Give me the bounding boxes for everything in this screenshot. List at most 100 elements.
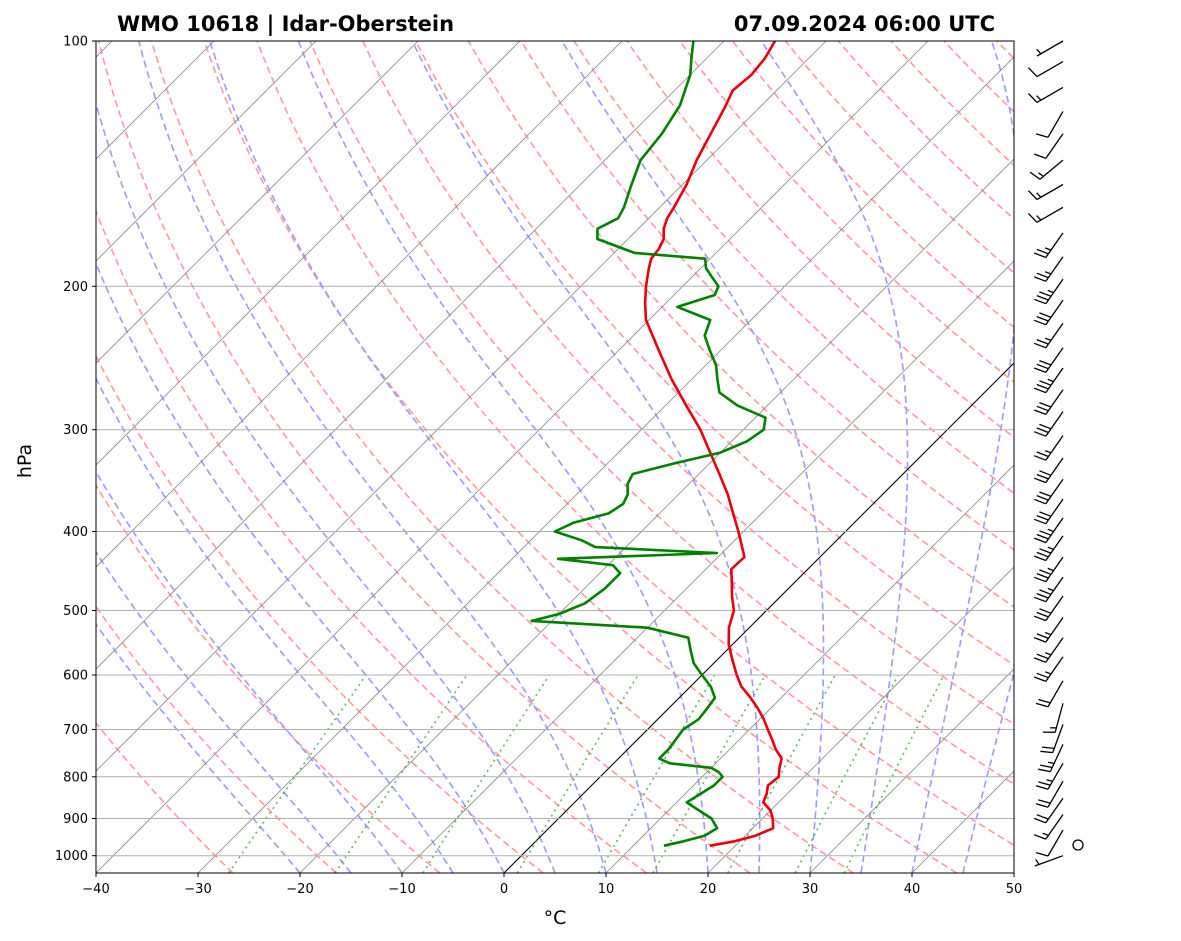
dry-adiabat	[626, 41, 1014, 439]
y-tick-label: 300	[63, 423, 88, 438]
isotherm	[809, 668, 1014, 873]
moist-adiabat	[96, 261, 505, 873]
wind-barb	[1033, 435, 1064, 461]
wind-barb	[1027, 86, 1064, 103]
wind-barb	[1033, 133, 1064, 160]
wind-barb	[1027, 183, 1064, 201]
wind-barb	[1033, 232, 1064, 259]
wind-barb	[1033, 411, 1064, 437]
wind-barb	[1042, 703, 1064, 733]
wind-barb	[1033, 535, 1064, 562]
dry-adiabat	[96, 209, 647, 873]
wind-barb	[1029, 159, 1064, 180]
moist-adiabat	[96, 376, 454, 873]
y-tick-label: 1000	[55, 849, 88, 864]
dry-adiabat	[203, 41, 958, 873]
pressure-gridlines	[96, 41, 1014, 857]
isotherm	[401, 260, 1014, 873]
wind-barb	[1033, 617, 1064, 643]
dry-adiabat	[467, 41, 1014, 608]
wind-barb	[1033, 322, 1064, 349]
x-tick-label: 40	[904, 882, 921, 897]
wind-barb	[1040, 724, 1064, 754]
dry-adiabat	[784, 41, 1014, 274]
x-tick-label: −30	[184, 882, 211, 897]
x-tick-label: −20	[286, 882, 313, 897]
isotherm	[96, 41, 521, 466]
wind-barb	[1033, 256, 1064, 282]
wind-barb	[1027, 61, 1064, 78]
x-axis-label: °C	[544, 907, 567, 929]
moist-adiabat	[411, 41, 761, 873]
title-station: WMO 10618 | Idar-Oberstein	[117, 12, 454, 37]
dry-adiabat	[256, 41, 1014, 847]
x-axis: −40 −30 −20 −10 0 10 20 30 40 50	[82, 873, 1022, 897]
plot-frame	[95, 40, 1015, 874]
wind-barb	[1033, 656, 1064, 683]
x-tick-label: 10	[598, 882, 615, 897]
y-tick-label: 200	[63, 280, 88, 295]
temperature-profile-line	[643, 41, 783, 847]
moist-adiabat	[96, 101, 556, 873]
background-lines	[96, 41, 1014, 873]
isotherm	[605, 464, 1014, 873]
mixing-ratio-line	[727, 674, 837, 873]
dewpoint-profile-line	[530, 41, 767, 847]
x-tick-label: −40	[82, 882, 109, 897]
sounding-profiles	[530, 41, 783, 847]
wind-barb	[1033, 637, 1064, 663]
y-tick-label: 900	[63, 812, 88, 827]
wind-barb	[1033, 389, 1064, 416]
zero-isotherm	[503, 362, 1014, 873]
isotherm	[299, 158, 1014, 873]
wind-barb	[1033, 347, 1064, 374]
y-tick-label: 800	[63, 770, 88, 785]
wind-barb	[1033, 556, 1064, 583]
isotherm	[707, 566, 1014, 873]
isotherm	[197, 56, 1014, 873]
wind-barb	[1038, 744, 1064, 773]
moist-adiabat	[138, 41, 607, 873]
x-tick-label: 30	[802, 882, 819, 897]
wind-barb	[1033, 517, 1064, 544]
wind-barb	[1033, 576, 1064, 603]
wind-barb	[1035, 680, 1064, 708]
mixing-ratio-line	[843, 674, 945, 873]
y-axis-label: hPa	[14, 444, 36, 478]
mixing-ratio-line	[652, 674, 767, 873]
isotherm	[96, 41, 419, 364]
wind-barb	[1036, 40, 1064, 57]
wind-barb	[1027, 206, 1064, 223]
wind-barb	[1072, 839, 1084, 851]
wind-barb	[1034, 855, 1064, 867]
dry-adiabat	[731, 41, 1014, 329]
x-tick-label: 50	[1006, 882, 1023, 897]
moist-adiabat	[962, 669, 1014, 873]
x-tick-label: 20	[700, 882, 717, 897]
x-tick-label: −10	[388, 882, 415, 897]
wind-barb	[1033, 814, 1064, 840]
dry-adiabat	[414, 41, 1014, 667]
y-tick-label: 500	[63, 604, 88, 619]
wind-barb	[1033, 278, 1064, 305]
dry-adiabat	[679, 41, 1014, 384]
wind-barb	[1033, 457, 1064, 484]
wind-barb	[1035, 780, 1064, 808]
wind-barbs	[1027, 40, 1084, 867]
moist-adiabat	[297, 41, 709, 873]
dry-adiabat	[362, 41, 1014, 726]
mixing-ratio-line	[597, 674, 716, 873]
mixing-ratio-line	[334, 674, 468, 873]
dry-adiabat	[96, 721, 234, 873]
moist-adiabat	[760, 41, 909, 873]
wind-barb	[1035, 762, 1064, 790]
mixing-ratio-line	[227, 674, 367, 873]
y-tick-label: 600	[63, 669, 88, 684]
y-tick-label: 100	[63, 35, 88, 50]
wind-barb	[1033, 299, 1064, 326]
isotherm	[96, 41, 725, 670]
wind-barb	[1035, 829, 1064, 857]
moist-adiabat	[911, 41, 1014, 873]
wind-barb	[1033, 367, 1064, 394]
wind-barb	[1033, 595, 1064, 622]
